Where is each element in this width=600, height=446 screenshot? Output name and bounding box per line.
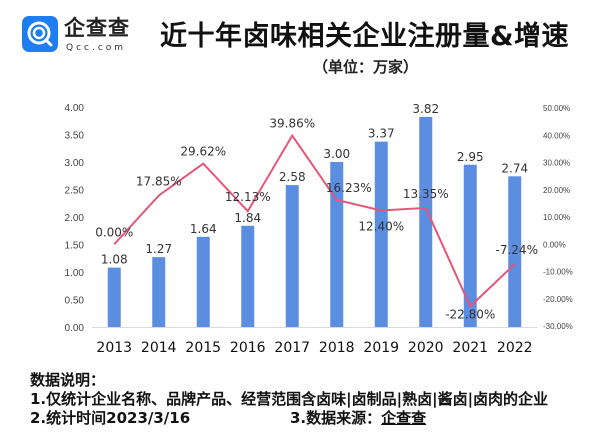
left-tick-label: 4.00 (65, 103, 85, 114)
left-tick-label: 2.00 (65, 213, 85, 224)
growth-line (113, 133, 516, 309)
data-notes: 数据说明： 1.仅统计企业名称、品牌产品、经营范围含卤味|卤制品|熟卤|酱卤|卤… (30, 371, 548, 428)
bar (196, 236, 210, 327)
left-tick-label: 3.50 (65, 131, 85, 142)
notes-line-3: 3.数据来源：企查查 (290, 409, 426, 428)
x-tick-label: 2018 (319, 340, 355, 356)
bar (374, 141, 388, 327)
bar (107, 267, 121, 327)
left-tick-label: 3.00 (65, 158, 85, 169)
bar (463, 164, 477, 327)
growth-value-label: 13.35% (403, 187, 449, 201)
logo-name-en: Qcc.com (66, 43, 127, 53)
bar-value-label: 1.27 (145, 242, 172, 256)
left-tick-label: 0.00 (65, 323, 85, 334)
bar (508, 176, 522, 327)
growth-value-label: 16.23% (326, 181, 372, 195)
right-tick-label: -30.00% (543, 322, 573, 331)
right-tick-label: 30.00% (543, 159, 570, 168)
growth-value-label: 0.00% (95, 225, 133, 239)
x-tick-label: 2017 (274, 340, 310, 356)
line-labels: 0.00% 17.85% 29.62% 12.13% 39.86% 16.23% 12.40… (95, 117, 538, 322)
notes-heading: 数据说明： (30, 371, 106, 389)
x-tick-label: 2022 (497, 340, 533, 356)
qcc-logo-icon (22, 16, 58, 52)
qcc-logo: 企查查 Qcc.com (22, 16, 146, 56)
chart-title: 近十年卤味相关企业注册量&增速 (160, 21, 570, 52)
left-tick-label: 2.50 (65, 186, 85, 197)
bar-labels: 1.08 1.27 1.64 1.84 2.58 3.00 3.37 3.82 2.95 2.74 (101, 102, 528, 267)
growth-value-label: -22.80% (445, 307, 495, 321)
growth-value-label: 39.86% (269, 117, 315, 131)
right-tick-label: 40.00% (543, 131, 570, 140)
bar (152, 257, 166, 327)
right-tick-label: 20.00% (543, 186, 570, 195)
bar-value-label: 1.84 (234, 211, 261, 225)
left-tick-label: 1.50 (65, 241, 85, 252)
right-tick-label: -20.00% (543, 295, 573, 304)
bar-value-label: 2.95 (457, 150, 484, 164)
x-axis-labels: 2013 2014 2015 2016 2017 2018 2019 2020 2021 2022 (96, 340, 532, 356)
x-tick-label: 2013 (96, 340, 132, 356)
left-tick-label: 1.00 (65, 268, 85, 279)
left-tick-label: 0.50 (65, 296, 85, 307)
right-tick-label: 50.00% (543, 104, 570, 113)
bar-value-label: 2.58 (279, 170, 306, 184)
bar (419, 116, 433, 328)
bar-value-label: 2.74 (501, 161, 528, 175)
notes-line-2-row: 2.统计时间2023/3/16 3.数据来源：企查查 (30, 409, 548, 428)
notes-line-1: 1.仅统计企业名称、品牌产品、经营范围含卤味|卤制品|熟卤|酱卤|卤肉的企业 (30, 390, 549, 408)
right-tick-label: 10.00% (543, 213, 570, 222)
chart-subtitle: （单位：万家） (313, 58, 419, 76)
bar (241, 225, 255, 327)
logo-name-cn: 企查查 (64, 16, 130, 40)
growth-value-label: 17.85% (136, 175, 182, 189)
bar-value-label: 3.82 (412, 102, 439, 116)
growth-value-label: 12.40% (358, 219, 404, 233)
bar-value-label: 1.64 (190, 222, 217, 236)
bar-value-label: 3.37 (368, 127, 395, 141)
x-tick-label: 2016 (230, 340, 266, 356)
x-tick-label: 2014 (141, 340, 177, 356)
left-axis: 0.00 0.50 1.00 1.50 2.00 2.50 3.00 3.50 4.00 (65, 103, 85, 334)
growth-value-label: 29.62% (180, 145, 226, 159)
x-tick-label: 2021 (452, 340, 488, 356)
notes-line-3-prefix: 3.数据来源： (290, 409, 382, 427)
notes-line-2: 2.统计时间2023/3/16 (30, 409, 191, 427)
growth-value-label: -7.24% (496, 243, 538, 257)
bar-series (107, 116, 522, 328)
x-tick-label: 2015 (185, 340, 221, 356)
bar (330, 162, 344, 327)
right-axis: -30.00% -20.00% -10.00% 0.00% 10.00% 20.00% 30… (543, 104, 573, 331)
x-tick-label: 2019 (363, 340, 399, 356)
growth-value-label: 12.13% (225, 190, 271, 204)
bar-value-label: 3.00 (323, 147, 350, 161)
right-tick-label: -10.00% (543, 268, 573, 277)
x-tick-label: 2020 (408, 340, 444, 356)
right-tick-label: 0.00% (543, 240, 566, 249)
data-source-name: 企查查 (381, 409, 427, 427)
bar-value-label: 1.08 (101, 253, 128, 267)
bar (285, 185, 299, 327)
